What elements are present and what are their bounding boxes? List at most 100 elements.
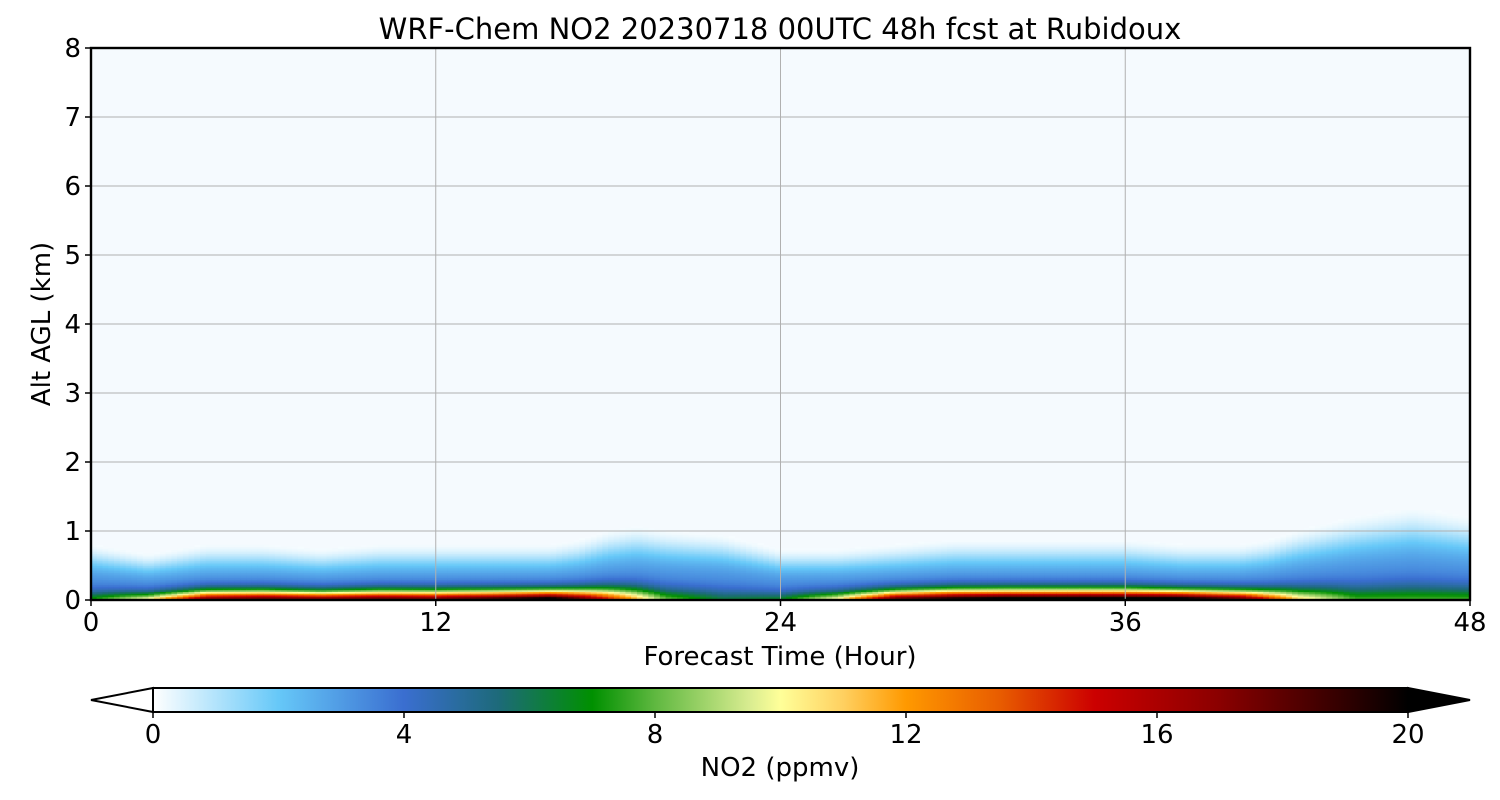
- heatmap-cell: [608, 591, 615, 594]
- heatmap-cell: [625, 558, 632, 561]
- heatmap-cell: [659, 532, 667, 536]
- heatmap-cell: [912, 560, 919, 563]
- heatmap-cell: [849, 551, 856, 555]
- heatmap-cell: [211, 587, 219, 591]
- heatmap-cell: [740, 589, 747, 592]
- heatmap-cell: [694, 546, 701, 549]
- heatmap-cell: [636, 581, 644, 584]
- heatmap-cell: [734, 596, 741, 599]
- heatmap-cell: [843, 593, 851, 596]
- heatmap-cell: [412, 577, 420, 580]
- heatmap-cell: [188, 584, 196, 587]
- heatmap-cell: [855, 579, 862, 582]
- heatmap-cell: [292, 567, 299, 570]
- heatmap-cell: [338, 558, 345, 561]
- heatmap-cell: [723, 579, 730, 582]
- heatmap-cell: [952, 553, 960, 556]
- heatmap-cell: [205, 553, 213, 556]
- heatmap-cell: [372, 556, 379, 560]
- heatmap-cell: [131, 575, 138, 579]
- heatmap-cell: [251, 549, 259, 553]
- heatmap-cell: [343, 563, 351, 567]
- heatmap-cell: [510, 553, 517, 556]
- heatmap-cell: [263, 548, 270, 551]
- heatmap-cell: [688, 591, 695, 594]
- heatmap-cell: [309, 556, 316, 560]
- heatmap-cell: [740, 584, 747, 587]
- heatmap-cell: [223, 568, 230, 572]
- heatmap-cell: [952, 546, 960, 549]
- heatmap-cell: [418, 574, 425, 577]
- heatmap-cell: [452, 587, 460, 591]
- heatmap-cell: [96, 586, 104, 589]
- heatmap-cell: [332, 563, 339, 567]
- heatmap-cell: [234, 582, 241, 586]
- heatmap-cell: [751, 570, 759, 573]
- heatmap-cell: [705, 568, 713, 572]
- heatmap-cell: [544, 548, 552, 551]
- heatmap-cell: [613, 549, 621, 553]
- heatmap-cell: [303, 560, 310, 563]
- heatmap-cell: [912, 555, 919, 558]
- heatmap-cell: [809, 548, 816, 551]
- heatmap-cell: [901, 567, 908, 570]
- heatmap-cell: [705, 574, 713, 577]
- heatmap-cell: [924, 581, 931, 584]
- heatmap-cell: [562, 591, 569, 594]
- heatmap-cell: [929, 584, 937, 587]
- heatmap-cell: [521, 584, 529, 587]
- heatmap-cell: [366, 551, 374, 555]
- heatmap-cell: [309, 555, 316, 558]
- heatmap-cell: [780, 556, 787, 560]
- heatmap-cell: [717, 575, 724, 579]
- heatmap-cell: [947, 589, 954, 592]
- heatmap-cell: [527, 563, 535, 567]
- heatmap-cell: [108, 572, 115, 575]
- heatmap-cell: [826, 549, 833, 553]
- heatmap-cell: [590, 565, 598, 568]
- heatmap-cell: [734, 555, 741, 558]
- heatmap-cell: [188, 577, 196, 580]
- heatmap-cell: [889, 577, 897, 580]
- heatmap-cell: [596, 567, 603, 570]
- heatmap-cell: [820, 577, 828, 580]
- heatmap-cell: [401, 593, 408, 596]
- heatmap-cell: [590, 553, 598, 556]
- heatmap-cell: [131, 579, 138, 582]
- heatmap-cell: [240, 581, 247, 584]
- heatmap-cell: [430, 594, 437, 598]
- heatmap-cell: [631, 544, 638, 548]
- heatmap-cell: [786, 551, 793, 555]
- heatmap-cell: [585, 572, 592, 575]
- heatmap-cell: [901, 562, 908, 565]
- heatmap-cell: [521, 562, 529, 565]
- heatmap-cell: [585, 536, 592, 539]
- heatmap-cell: [860, 558, 868, 561]
- heatmap-cell: [613, 553, 621, 556]
- heatmap-cell: [498, 596, 506, 599]
- heatmap-cell: [343, 560, 351, 563]
- heatmap-cell: [694, 579, 701, 582]
- heatmap-cell: [619, 593, 626, 596]
- heatmap-cell: [395, 579, 402, 582]
- heatmap-cell: [257, 575, 264, 579]
- heatmap-cell: [820, 553, 828, 556]
- heatmap-cell: [883, 575, 891, 579]
- heatmap-cell: [200, 587, 207, 591]
- heatmap-cell: [659, 548, 667, 551]
- heatmap-cell: [648, 556, 655, 560]
- heatmap-cell: [315, 567, 322, 570]
- heatmap-cell: [579, 541, 586, 544]
- heatmap-cell: [579, 579, 586, 582]
- heatmap-cell: [441, 579, 448, 582]
- heatmap-cell: [705, 549, 713, 553]
- heatmap-cell: [91, 581, 98, 584]
- heatmap-cell: [533, 581, 540, 584]
- heatmap-cell: [412, 558, 420, 561]
- heatmap-cell: [642, 527, 649, 530]
- heatmap-cell: [791, 567, 799, 570]
- heatmap-cell: [665, 584, 672, 587]
- heatmap-cell: [447, 549, 454, 553]
- heatmap-cell: [941, 586, 948, 589]
- heatmap-cell: [757, 568, 764, 572]
